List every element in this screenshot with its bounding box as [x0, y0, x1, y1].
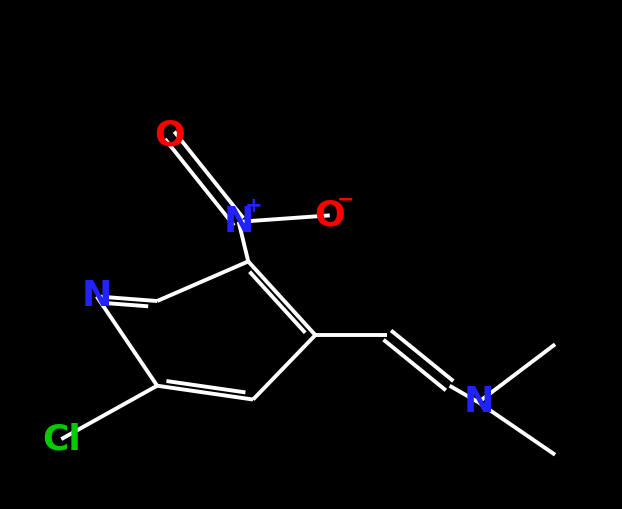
- Text: Cl: Cl: [42, 422, 81, 456]
- Text: N: N: [81, 279, 112, 314]
- Text: −: −: [337, 190, 354, 210]
- Text: N: N: [463, 385, 494, 419]
- Text: O: O: [154, 118, 185, 152]
- Text: +: +: [244, 196, 262, 216]
- Text: O: O: [314, 199, 345, 233]
- Text: N: N: [223, 205, 254, 239]
